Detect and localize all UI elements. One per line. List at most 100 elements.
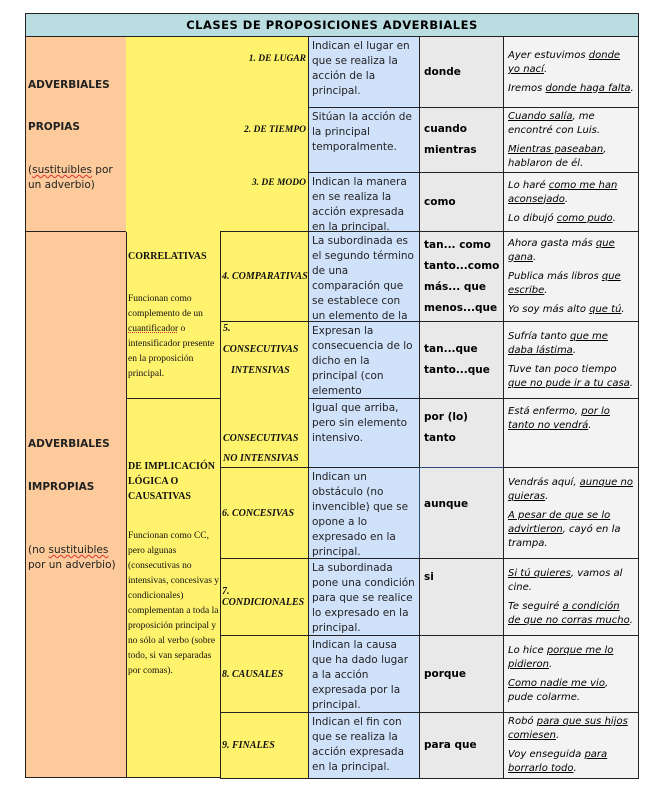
text-segment: .: [564, 193, 569, 205]
text-segment: Tuve tan poco tiempo: [508, 363, 617, 375]
label-cell: 3. DE MODO: [126, 172, 309, 232]
example-sentence: A pesar de que se lo advirtieron, cayó e…: [508, 509, 634, 551]
impropias-note: (no sustituibles por un adverbio): [28, 544, 116, 571]
conjunction: si: [424, 571, 434, 583]
proposition-underlined: aunque no quieras: [508, 476, 633, 502]
conjunction-cell: si: [419, 558, 504, 636]
text-segment: Robó: [508, 716, 537, 727]
proposition-underlined: como me han aconsejado: [508, 179, 618, 205]
row-label: 2. DE TIEMPO: [243, 125, 306, 135]
conjunction: más... que: [424, 280, 487, 293]
label-cell: 2. DE TIEMPO: [126, 107, 309, 173]
text-segment: .: [532, 251, 537, 263]
example-sentence: Lo dibujó como pudo.: [508, 212, 634, 226]
text-segment: Yo soy más alto: [508, 303, 590, 315]
text-segment: .: [629, 614, 633, 626]
text-segment: Ayer estuvimos: [508, 49, 589, 61]
text-segment: .: [543, 63, 548, 75]
conjunction: para que: [424, 739, 477, 751]
row-label: 9. FINALES: [222, 740, 275, 751]
row-label: 1. DE LUGAR: [248, 54, 306, 64]
example-sentence: Lo haré como me han aconsejado.: [508, 179, 634, 207]
conjunction-cell: donde: [419, 36, 504, 108]
conjunction: menos...que: [424, 301, 498, 314]
conjunction-cell: tan... como tanto...como más... que menos..…: [419, 231, 504, 322]
text-segment: Lo hice: [508, 644, 547, 656]
text-segment: Ahora gasta más: [508, 237, 596, 249]
consecutivas-noint1: CONSECUTIVAS: [223, 433, 299, 444]
example-sentence: Tuve tan poco tiempo que no pude ir a tu…: [508, 363, 634, 391]
text-segment: .: [612, 212, 616, 224]
text-segment: Voy enseguida: [508, 749, 585, 760]
text-segment: Iremos: [508, 82, 546, 94]
table-title: CLASES DE PROPOSICIONES ADVERBIALES: [25, 13, 639, 37]
examples-cell: Ahora gasta más que gana. Publica más lib…: [503, 231, 639, 322]
description-cell: La subordinada es el segundo término de …: [308, 231, 420, 322]
proposition-underlined: Como nadie me vio: [508, 677, 605, 689]
conjunction-cell: cuando mientras: [419, 107, 504, 173]
proposition-underlined: que me daba lástima: [508, 330, 608, 356]
example-sentence: Yo soy más alto que tú.: [508, 303, 634, 317]
subgroup-correlativas: CORRELATIVAS Funcionan como complemento …: [126, 231, 221, 399]
examples-cell: Ayer estuvimos donde yo nací. Iremos dond…: [503, 36, 639, 108]
examples-cell: Cuando salía, me encontré con Luis. Mient…: [503, 107, 639, 173]
description-cell: Sitúan la acción de la principal tempora…: [308, 107, 420, 173]
proposition-underlined: donde haga falta: [545, 82, 631, 94]
implicacion-text: Funcionan como CC, pero algunas (consecu…: [128, 531, 220, 676]
conjunction-cell: aunque: [419, 467, 504, 559]
conjunction-cell: para que: [419, 712, 504, 779]
proposition-underlined: donde yo nací: [508, 49, 621, 75]
proposition-underlined: porque me lo pidieron: [508, 644, 614, 670]
example-sentence: Te seguiré a condición de que no corras …: [508, 600, 634, 628]
proposition-underlined: para borrarlo todo: [508, 749, 608, 774]
conjunction: porque: [424, 667, 467, 680]
row-label: 7. CONDICIONALES: [222, 586, 305, 608]
row-label: 4. COMPARATIVAS: [222, 271, 308, 282]
conjunction: aunque: [424, 498, 469, 510]
example-sentence: Mientras paseaban, hablaron de él.: [508, 143, 634, 171]
examples-cell: Lo haré como me han aconsejado. Lo dibujó…: [503, 172, 639, 232]
examples-cell: Está enfermo, por lo tanto no vendrá.: [503, 398, 639, 468]
text-segment: .: [588, 420, 592, 431]
text-segment: Lo dibujó: [508, 212, 557, 224]
label-consecutivas: 5. CONSECUTIVAS INTENSIVAS CONSECUTIVAS …: [220, 321, 309, 468]
text-segment: .: [572, 344, 577, 356]
correlativas-title: CORRELATIVAS: [128, 251, 207, 262]
description-cell: Indican un obstáculo (no invencible) que…: [308, 467, 420, 559]
row-label: 6. CONCESIVAS: [222, 507, 295, 519]
proposition-underlined: que escribe: [508, 270, 621, 296]
text-segment: .: [544, 284, 548, 296]
description-cell: Indican el fin con que se realiza la acc…: [308, 712, 420, 779]
description-cell: Expresan la consecuencia de lo dicho en …: [308, 321, 420, 399]
example-sentence: Lo hice porque me lo pidieron.: [508, 644, 634, 672]
proposition-underlined: que gana: [508, 237, 615, 263]
examples-cell: Sufría tanto que me daba lástima. Tuve ta…: [503, 321, 639, 399]
description-cell: La subordinada pone una condición para q…: [308, 558, 420, 636]
text-segment: .: [629, 377, 633, 389]
proposition-underlined: Si tú quieres: [508, 567, 571, 579]
group-impropias: ADVERBIALES IMPROPIAS (no sustituibles p…: [25, 231, 127, 778]
proposition-underlined: Cuando salía: [508, 110, 573, 122]
example-sentence: Voy enseguida para borrarlo todo.: [508, 748, 634, 776]
row-label: 3. DE MODO: [251, 178, 306, 188]
text-segment: .: [630, 82, 634, 94]
conjunction: donde: [424, 65, 461, 78]
description-cell: Igual que arriba, pero sin elemento inte…: [308, 398, 420, 468]
label-cell: 8. CAUSALES: [220, 635, 309, 713]
example-sentence: Robó para que sus hijos comiesen.: [508, 715, 634, 743]
propias-line2: PROPIAS: [28, 121, 80, 133]
consecutivas-int2: INTENSIVAS: [231, 365, 290, 376]
proposition-underlined: como pudo: [556, 212, 613, 224]
text-segment: .: [621, 303, 625, 315]
text-segment: .: [556, 730, 560, 741]
description-cell: Indican la manera en se realiza la acció…: [308, 172, 420, 232]
conjunction-cell: como: [419, 172, 504, 232]
text-segment: Publica más libros: [508, 270, 602, 282]
conjunction: tanto...que: [424, 364, 490, 376]
text-segment: .: [548, 658, 553, 670]
implicacion-title: DE IMPLICACIÓN LÓGICA O CAUSATIVAS: [128, 461, 215, 502]
label-cell: 4. COMPARATIVAS: [220, 231, 309, 322]
consecutivas-noint2: NO INTENSIVAS: [223, 453, 299, 464]
example-sentence: Si tú quieres, vamos al cine.: [508, 567, 634, 595]
text-segment: , vamos al cine.: [508, 567, 623, 593]
